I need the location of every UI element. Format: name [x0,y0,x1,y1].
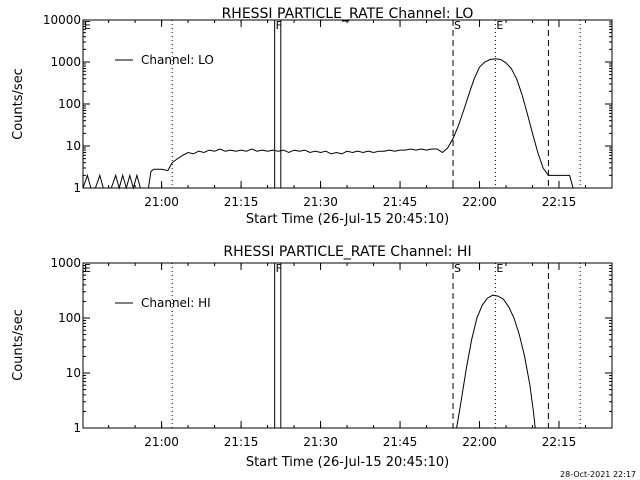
x-tick-label: 21:00 [144,195,179,209]
y-tick-label: 1000 [50,55,81,69]
y-axis-label: Counts/sec [11,309,26,381]
x-tick-label: 21:15 [224,435,259,449]
corner-marker-label: E [84,262,91,275]
y-tick-label: 10 [66,139,81,153]
x-tick-label: 21:45 [383,195,418,209]
x-tick-label: 22:00 [462,435,497,449]
x-tick-label: 22:00 [462,195,497,209]
x-tick-label: 21:45 [383,435,418,449]
x-tick-label: 22:15 [542,435,577,449]
chart-title: RHESSI PARTICLE_RATE Channel: LO [222,6,474,22]
x-tick-label: 22:15 [542,195,577,209]
y-tick-label: 10 [66,366,81,380]
x-tick-label: 21:00 [144,435,179,449]
chart-panel-2: RHESSI PARTICLE_RATE Channel: HI 1 10 100 10… [11,244,613,470]
y-tick-label: 1000 [50,256,81,270]
y-tick-label: 1 [73,181,81,195]
x-tick-label: 21:30 [303,435,338,449]
legend-entry: Channel: HI [141,296,211,310]
footer-timestamp: 28-Oct-2021 22:17 [560,470,636,479]
chart-panel-1: RHESSI PARTICLE_RATE Channel: LO 1 10 100 10… [11,6,613,227]
x-tick-label: 21:15 [224,195,259,209]
time-marker-label: F [276,262,282,275]
y-tick-label: 100 [58,311,81,325]
y-axis-label: Counts/sec [11,68,26,140]
corner-marker-label: E [84,19,91,32]
legend-entry: Channel: LO [141,53,214,67]
x-axis-label: Start Time (26-Jul-15 20:45:10) [246,455,449,470]
y-tick-label: 100 [58,97,81,111]
plot-frame [82,19,613,189]
chart-title: RHESSI PARTICLE_RATE Channel: HI [223,244,471,260]
time-marker-label: E [496,19,503,32]
time-marker-label: S [454,19,461,32]
time-marker-label: F [276,19,282,32]
y-tick-label: 10000 [43,13,81,27]
time-marker-label: S [454,262,461,275]
series-line [82,58,574,190]
time-marker-label: E [496,262,503,275]
x-tick-label: 21:30 [303,195,338,209]
x-axis-label: Start Time (26-Jul-15 20:45:10) [246,212,449,227]
series-line [456,294,536,429]
y-tick-label: 1 [73,421,81,435]
